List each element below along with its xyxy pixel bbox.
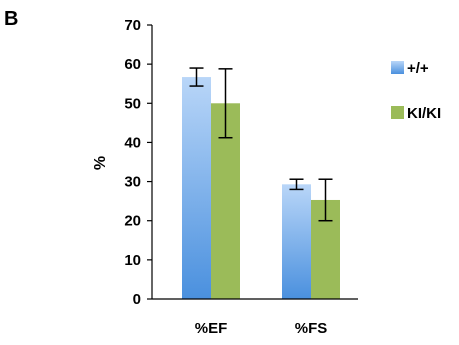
y-tick-label: 30 [124, 174, 141, 191]
y-tick-label: 40 [124, 134, 141, 151]
bars-group [182, 77, 340, 300]
error-bar [218, 68, 233, 139]
legend-label: +/+ [407, 60, 429, 77]
axes-lines [151, 25, 358, 300]
legend-item: +/+ [391, 60, 429, 77]
y-tick-label: 50 [124, 95, 141, 112]
y-tick-label: 70 [124, 17, 141, 34]
legend-swatch [391, 61, 404, 74]
y-axis: 0 10 20 30 40 50 60 70 [124, 17, 152, 308]
x-axis: %EF %FS [195, 320, 328, 337]
bar-wildtype-ef [182, 77, 211, 299]
legend-label: KI/KI [407, 105, 441, 122]
legend: +/+ KI/KI [391, 60, 441, 122]
legend-item: KI/KI [391, 105, 441, 122]
legend-swatch [391, 106, 404, 119]
error-bar [189, 67, 204, 87]
y-tick-label: 60 [124, 56, 141, 73]
panel-label: B [4, 8, 18, 30]
y-axis-label: % [92, 156, 109, 170]
error-bar [318, 178, 333, 222]
error-bars-group [189, 67, 333, 222]
y-tick-label: 10 [124, 252, 141, 269]
x-category-label: %EF [195, 320, 228, 337]
error-bar [289, 178, 304, 191]
bar-wildtype-fs [282, 184, 311, 299]
x-category-label: %FS [295, 320, 328, 337]
y-tick-label: 20 [124, 213, 141, 230]
y-tick-label: 0 [133, 291, 141, 308]
